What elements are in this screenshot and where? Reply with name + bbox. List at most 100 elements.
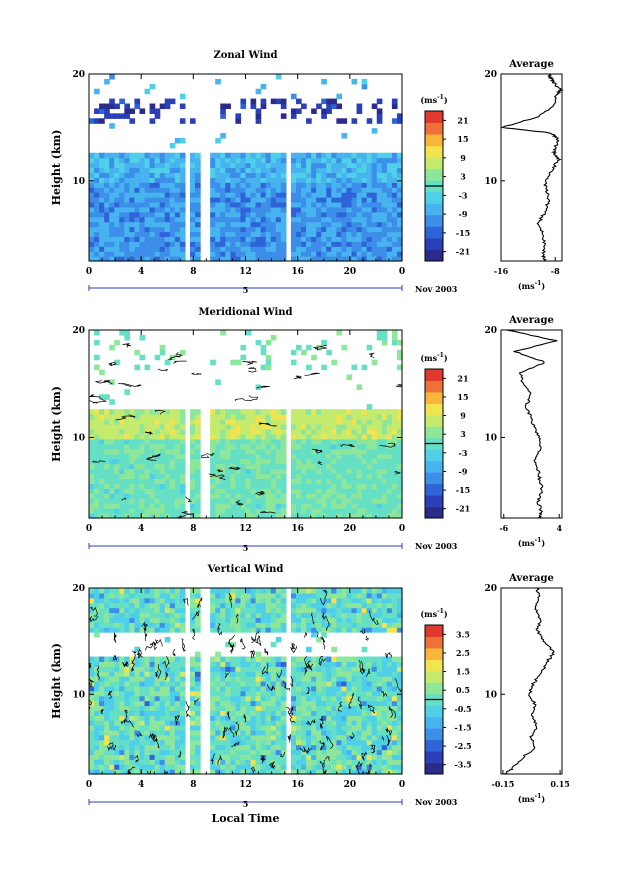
heatmap-cell xyxy=(361,83,368,90)
heatmap-cell xyxy=(265,715,272,721)
heatmap-cell xyxy=(159,749,166,756)
heatmap-cell xyxy=(210,419,216,425)
heatmap-cell xyxy=(336,201,343,208)
heatmap-cell xyxy=(371,483,378,489)
heatmap-cell xyxy=(169,236,176,242)
heatmap-cell xyxy=(255,483,262,489)
heatmap-cell xyxy=(341,671,348,677)
heatmap-cell xyxy=(260,661,267,667)
heatmap-cell xyxy=(89,157,95,164)
heatmap-cell xyxy=(250,695,257,702)
heatmap-cell xyxy=(174,513,181,519)
heatmap-cell xyxy=(240,463,247,470)
heatmap-cell xyxy=(280,725,287,731)
heatmap-cell xyxy=(174,162,181,169)
heatmap-cell xyxy=(290,729,297,736)
heatmap-cell xyxy=(260,681,267,687)
heatmap-cell xyxy=(280,744,287,751)
heatmap-cell xyxy=(306,739,312,746)
heatmap-cell xyxy=(119,734,125,741)
heatmap-cell xyxy=(366,404,373,410)
heatmap-cell xyxy=(89,729,95,736)
heatmap-cell xyxy=(154,177,161,183)
heatmap-cell xyxy=(220,246,226,252)
heatmap-cell xyxy=(154,468,161,475)
heatmap-cell xyxy=(174,211,181,218)
heatmap-cell xyxy=(104,424,110,430)
heatmap-cell xyxy=(124,710,130,716)
heatmap-cell xyxy=(174,463,181,470)
heatmap-cell xyxy=(331,508,337,514)
heatmap-cell xyxy=(169,681,176,687)
heatmap-cell xyxy=(159,157,166,164)
heatmap-cell xyxy=(311,187,317,193)
heatmap-cell xyxy=(250,627,257,633)
heatmap-cell xyxy=(129,769,136,775)
heatmap-cell xyxy=(265,661,272,667)
heatmap-cell xyxy=(124,493,130,499)
heatmap-cell xyxy=(255,666,262,672)
heatmap-cell xyxy=(361,612,368,618)
heatmap-cell xyxy=(361,720,368,726)
heatmap-cell xyxy=(159,734,166,741)
heatmap-cell xyxy=(149,759,156,765)
contour-line xyxy=(396,383,403,388)
heatmap-cell xyxy=(386,676,393,682)
heatmap-cell xyxy=(169,597,176,604)
heatmap-cell xyxy=(295,676,302,682)
heatmap-cell xyxy=(89,671,95,677)
heatmap-cell xyxy=(336,256,343,262)
heatmap-cell xyxy=(386,241,393,247)
heatmap-cell xyxy=(99,754,105,760)
heatmap-cell xyxy=(129,744,136,751)
heatmap-cell xyxy=(119,226,125,233)
heatmap-cell xyxy=(189,409,196,415)
heatmap-cell xyxy=(311,197,317,203)
heatmap-cell xyxy=(250,759,257,765)
heatmap-cell xyxy=(215,152,221,159)
heatmap-cell xyxy=(356,715,363,721)
heatmap-cell xyxy=(94,705,100,711)
heatmap-cell xyxy=(245,424,252,430)
heatmap-cell xyxy=(301,705,307,711)
heatmap-cell xyxy=(104,483,110,489)
heatmap-cell xyxy=(356,167,363,174)
heatmap-cell xyxy=(189,231,196,237)
heatmap-cell xyxy=(351,468,358,475)
contour-line xyxy=(157,664,162,679)
heatmap-cell xyxy=(391,443,398,450)
heatmap-cell xyxy=(89,513,95,519)
heatmap-cell xyxy=(235,503,242,509)
heatmap-cell xyxy=(179,729,186,736)
contour-line xyxy=(153,639,159,651)
heatmap-cell xyxy=(144,744,151,751)
heatmap-cell xyxy=(164,493,171,499)
heatmap-cell xyxy=(174,597,181,604)
heatmap-cell xyxy=(346,182,353,188)
heatmap-cell xyxy=(174,221,181,228)
heatmap-cell xyxy=(134,419,141,425)
heatmap-cell xyxy=(134,617,141,623)
heatmap-cell xyxy=(240,744,247,751)
heatmap-cell xyxy=(230,201,237,208)
heatmap-cell xyxy=(316,513,322,519)
heatmap-cell xyxy=(371,769,378,775)
heatmap-cell xyxy=(265,473,272,480)
heatmap-cell xyxy=(114,211,120,218)
heatmap-cell xyxy=(154,671,161,677)
heatmap-cell xyxy=(104,241,110,247)
heatmap-cell xyxy=(326,759,332,765)
heatmap-cell xyxy=(134,597,141,604)
heatmap-cell xyxy=(396,339,403,346)
heatmap-cell xyxy=(336,513,343,519)
heatmap-cell xyxy=(351,256,358,262)
heatmap-cell xyxy=(119,206,125,213)
heatmap-cell xyxy=(280,414,287,420)
heatmap-cell xyxy=(260,364,267,371)
heatmap-cell xyxy=(154,725,161,731)
heatmap-cell xyxy=(265,201,272,208)
heatmap-cell xyxy=(301,493,307,499)
heatmap-cell xyxy=(195,409,201,415)
heatmap-cell xyxy=(306,468,312,475)
heatmap-cell xyxy=(306,622,312,628)
